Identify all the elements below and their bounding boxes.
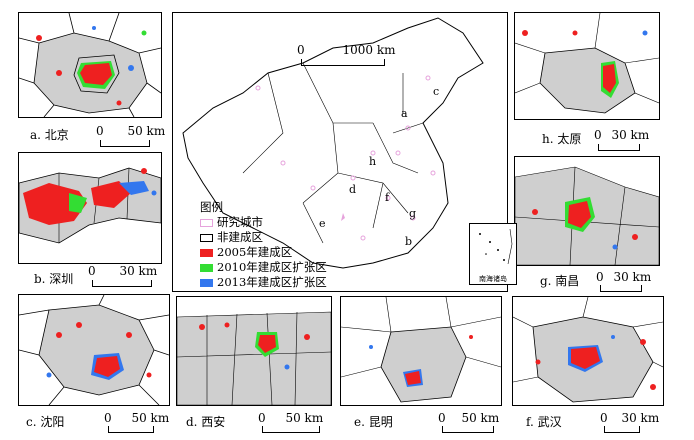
- panel-label: e. 昆明: [354, 415, 393, 429]
- scale-bar-shenyang: 0 50 km: [104, 411, 170, 425]
- kunming-map-svg: [341, 297, 501, 405]
- scale-bar-line: [598, 144, 640, 151]
- scale-bar-xian: 0 50 km: [258, 411, 324, 425]
- legend-item-built-2005: 2005年建成区: [200, 245, 327, 260]
- scale-bar-line: [442, 426, 494, 433]
- wuhan-map-svg: [513, 297, 663, 403]
- shenzhen-map-svg: [19, 167, 161, 244]
- main-china-map: 0 1000 km a b c d e f g h: [172, 12, 508, 292]
- nanchang-map-svg: [515, 166, 659, 265]
- map-legend: 图例 研究城市 非建成区 2005年建成区 2010年建成区扩张区 2013年建…: [200, 200, 327, 290]
- panel-xian-map: [176, 296, 332, 406]
- scale-bar-line: [100, 140, 150, 147]
- panel-caption-kunming: e. 昆明: [354, 413, 393, 430]
- scale-bar-kunming: 0 50 km: [438, 411, 500, 425]
- panel-label: g. 南昌: [540, 274, 580, 288]
- shenyang-map-svg: [19, 295, 169, 405]
- legend-item-expand-2010: 2010年建成区扩张区: [200, 260, 327, 275]
- taiyuan-map-svg: [515, 13, 659, 119]
- panel-label: b. 深圳: [34, 272, 74, 286]
- xian-map-svg: [177, 311, 331, 405]
- south-china-sea-inset: 南海诸岛: [469, 223, 517, 285]
- city-marker-d: d: [349, 183, 357, 196]
- city-marker-a: a: [401, 107, 408, 120]
- legend-swatch: [200, 218, 213, 227]
- panel-wuhan-map: [512, 296, 664, 406]
- panel-caption-xian: d. 西安: [186, 413, 225, 430]
- panel-label: h. 太原: [542, 132, 582, 146]
- legend-item-study-city: 研究城市: [200, 215, 327, 230]
- panel-label: c. 沈阳: [26, 415, 65, 429]
- scale-bar-taiyuan: 0 30 km: [594, 128, 650, 142]
- china-map-svg: [182, 17, 484, 269]
- inset-label: 南海诸岛: [479, 275, 507, 283]
- panel-caption-beijing: a. 北京: [30, 126, 69, 143]
- scale-bar-beijing: 0 50 km: [96, 124, 166, 138]
- scale-bar-shenzhen: 0 30 km: [88, 264, 158, 278]
- panel-shenyang-map: [18, 294, 170, 406]
- panel-beijing-map: [18, 12, 162, 118]
- panel-caption-shenyang: c. 沈阳: [26, 413, 64, 430]
- city-marker-g: g: [409, 207, 417, 220]
- panel-shenzhen-map: [18, 152, 162, 264]
- legend-swatch: [200, 233, 213, 242]
- scale-bar-line: [108, 426, 154, 433]
- city-marker-h: h: [369, 155, 377, 168]
- panel-label: a. 北京: [30, 128, 69, 142]
- scale-bar-line: [92, 280, 152, 287]
- panel-caption-taiyuan: h. 太原: [542, 130, 581, 147]
- scale-bar-line: [604, 426, 640, 433]
- panel-label: d. 西安: [186, 415, 226, 429]
- scale-bar-nanchang: 0 30 km: [596, 270, 652, 284]
- city-marker-c: c: [433, 85, 440, 98]
- main-scale-bar: 0 1000 km: [297, 43, 396, 57]
- panel-taiyuan-map: [514, 12, 660, 120]
- panel-nanchang-map: [514, 156, 660, 266]
- panel-caption-shenzhen: b. 深圳: [34, 270, 73, 287]
- legend-item-expand-2013: 2013年建成区扩张区: [200, 275, 327, 290]
- legend-swatch: [200, 263, 213, 272]
- main-scale-bar-line: [301, 59, 385, 66]
- beijing-map-svg: [19, 13, 161, 117]
- panel-caption-nanchang: g. 南昌: [540, 272, 579, 289]
- legend-title: 图例: [200, 200, 223, 214]
- city-marker-b: b: [405, 235, 413, 248]
- legend-item-non-built: 非建成区: [200, 230, 327, 245]
- scale-bar-wuhan: 0 30 km: [600, 411, 660, 425]
- scale-bar-line: [600, 285, 642, 292]
- scale-bar-line: [262, 426, 320, 433]
- legend-swatch: [200, 248, 213, 257]
- panel-label: f. 武汉: [526, 415, 562, 429]
- panel-kunming-map: [340, 296, 502, 406]
- city-marker-e: e: [319, 217, 326, 230]
- legend-swatch: [200, 278, 213, 287]
- city-marker-f: f: [385, 191, 390, 204]
- panel-caption-wuhan: f. 武汉: [526, 413, 562, 430]
- inset-islands-svg: [479, 228, 513, 265]
